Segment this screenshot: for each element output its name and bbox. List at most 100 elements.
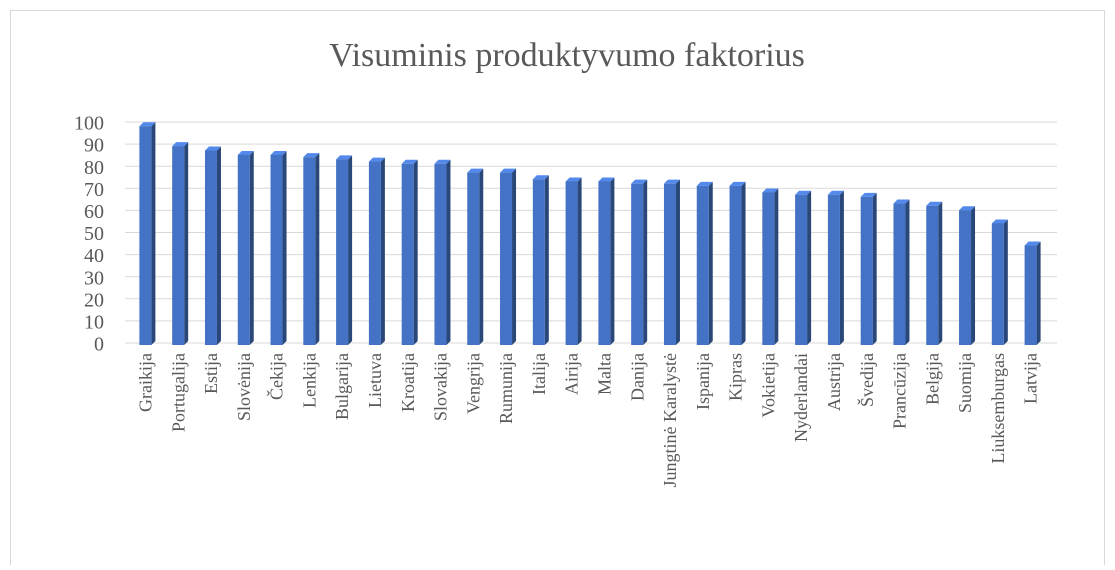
x-tick-label: Suomija xyxy=(955,353,975,413)
bar xyxy=(631,179,648,345)
bar xyxy=(565,177,582,345)
bar-top xyxy=(237,150,254,155)
bar-top xyxy=(696,181,713,186)
bar-front xyxy=(467,172,480,345)
bar-top xyxy=(303,153,320,158)
bar xyxy=(729,181,746,345)
bar-top xyxy=(500,168,517,173)
bar-side xyxy=(938,201,943,345)
bar-top xyxy=(434,159,451,164)
x-tick-label: Prancūzija xyxy=(890,353,910,429)
bar-top xyxy=(893,199,910,204)
bar-front xyxy=(139,126,152,346)
y-tick-label: 0 xyxy=(94,334,104,356)
bar-side xyxy=(413,159,418,345)
bar xyxy=(795,190,812,345)
x-tick-label: Danija xyxy=(627,353,647,401)
bar-side xyxy=(282,150,287,345)
bar-front xyxy=(368,161,381,345)
x-tick-label: Portugalija xyxy=(168,353,188,432)
x-tick-label: Čekija xyxy=(266,353,287,400)
x-tick-label: Lietuva xyxy=(365,353,385,408)
bar-front xyxy=(860,196,873,345)
bar-side xyxy=(1003,219,1008,345)
bar xyxy=(959,206,976,345)
bar-front xyxy=(991,223,1004,345)
bar-front xyxy=(795,194,808,345)
bar-front xyxy=(270,154,283,345)
bar-front xyxy=(1024,245,1037,345)
x-tick-label: Latvija xyxy=(1021,353,1041,404)
x-tick-label: Švedija xyxy=(856,353,877,407)
bar-side xyxy=(643,179,648,345)
x-tick-label: Jungtinė Karalystė xyxy=(660,353,680,487)
y-tick-label: 80 xyxy=(84,157,104,179)
x-tick-label: Graikija xyxy=(136,353,156,412)
bar xyxy=(139,122,156,346)
x-tick-label: Liuksemburgas xyxy=(988,353,1008,464)
bar-side xyxy=(151,122,156,346)
bar xyxy=(368,157,385,345)
bar xyxy=(500,168,517,345)
bar-front xyxy=(729,185,742,345)
x-tick-label: Kroatija xyxy=(398,353,418,412)
bar-front xyxy=(631,183,644,345)
y-tick-label: 50 xyxy=(84,223,104,245)
bar-front xyxy=(663,183,676,345)
bar xyxy=(204,146,221,345)
bar-top xyxy=(139,122,156,127)
x-tick-label: Slovakija xyxy=(431,353,451,421)
bar-top xyxy=(565,177,582,182)
x-tick-label: Vengrija xyxy=(463,353,483,414)
bar-top xyxy=(926,201,943,206)
bar xyxy=(336,155,353,345)
bar xyxy=(762,188,779,345)
bar-front xyxy=(401,163,414,345)
bar xyxy=(172,142,189,345)
bar-side xyxy=(249,150,254,345)
bar-side xyxy=(446,159,451,345)
bar xyxy=(1024,241,1041,345)
x-tick-label: Bulgarija xyxy=(332,353,352,420)
bar-front xyxy=(762,192,775,345)
bar-side xyxy=(216,146,221,345)
bar-side xyxy=(348,155,353,345)
x-tick-label: Austrija xyxy=(824,353,844,411)
bar xyxy=(598,177,615,345)
bar xyxy=(991,219,1008,345)
x-tick-label: Malta xyxy=(595,353,615,395)
bar-top xyxy=(532,175,549,180)
y-tick-label: 10 xyxy=(84,311,104,333)
bar xyxy=(860,192,877,345)
bar-side xyxy=(315,153,320,345)
bar-side xyxy=(184,142,189,345)
bar-side xyxy=(971,206,976,345)
bar xyxy=(893,199,910,345)
x-tick-label: Vokietija xyxy=(758,353,778,418)
bar-top xyxy=(959,206,976,211)
bar-top xyxy=(401,159,418,164)
x-tick-label: Lenkija xyxy=(299,353,319,408)
bar xyxy=(696,181,713,345)
bar-top xyxy=(827,190,844,195)
bar-side xyxy=(512,168,517,345)
bar-side xyxy=(905,199,910,345)
x-tick-label: Rumunija xyxy=(496,353,516,424)
y-tick-label: 90 xyxy=(84,135,104,157)
bar-side xyxy=(774,188,779,345)
bar-top xyxy=(729,181,746,186)
bar-side xyxy=(1036,241,1041,345)
bar xyxy=(303,153,320,345)
bar-front xyxy=(204,150,217,345)
bar-side xyxy=(741,181,746,345)
bar-front xyxy=(827,194,840,345)
x-tick-label: Kipras xyxy=(726,353,746,401)
bar-top xyxy=(336,155,353,160)
bar-top xyxy=(1024,241,1041,246)
x-tick-label: Slovėnija xyxy=(234,353,254,421)
y-tick-label: 40 xyxy=(84,245,104,267)
bar-side xyxy=(544,175,549,345)
bar-side xyxy=(872,192,877,345)
x-tick-label: Estija xyxy=(201,353,221,394)
